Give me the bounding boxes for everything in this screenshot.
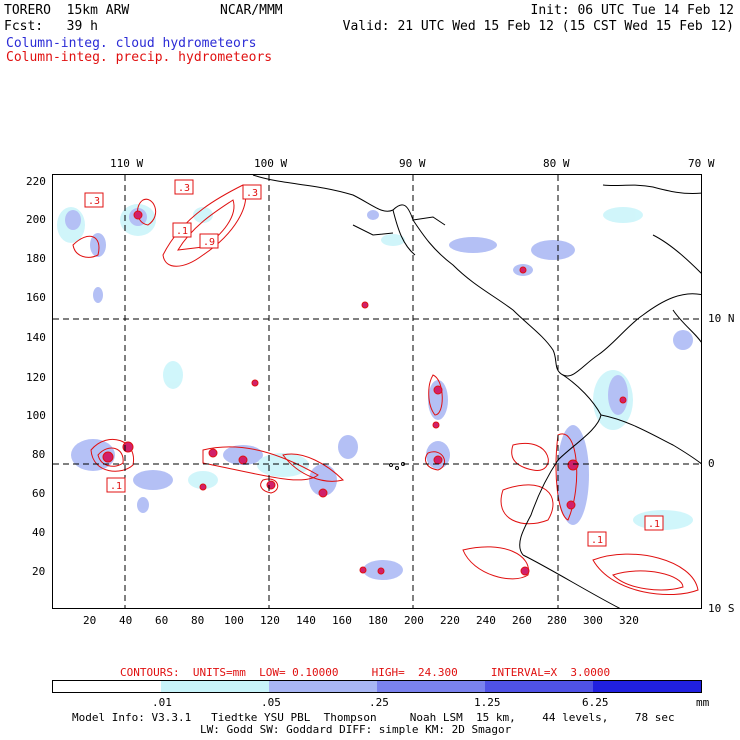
x-tick: 160 bbox=[332, 614, 352, 627]
x-tick: 40 bbox=[119, 614, 133, 627]
colorbar-bin bbox=[161, 681, 269, 692]
lon-label-100w: 100 W bbox=[254, 157, 288, 170]
precip-contours bbox=[72, 184, 699, 595]
y-tick: 180 bbox=[26, 252, 46, 265]
map-canvas: .3 .3 .3 .1 .9 .1 .1 .1 bbox=[53, 175, 701, 608]
x-tick: 280 bbox=[547, 614, 567, 627]
x-tick: 240 bbox=[476, 614, 496, 627]
colorbar-label: .05 bbox=[261, 696, 281, 709]
valid-time: Valid: 21 UTC Wed 15 Feb 12 (15 CST Wed … bbox=[342, 19, 734, 34]
init-time: Init: 06 UTC Tue 14 Feb 12 bbox=[530, 3, 735, 18]
colorbar-label: 1.25 bbox=[474, 696, 501, 709]
contour-label: .1 bbox=[176, 226, 188, 237]
precip-cores bbox=[102, 210, 627, 576]
x-tick: 300 bbox=[583, 614, 603, 627]
y-tick: 160 bbox=[26, 291, 46, 304]
field-precip-label: Column-integ. precip. hydrometeors bbox=[6, 50, 273, 65]
colorbar-label: 6.25 bbox=[582, 696, 609, 709]
y-tick: 120 bbox=[26, 371, 46, 384]
colorbar-bin bbox=[269, 681, 377, 692]
org-label: NCAR/MMM bbox=[220, 3, 283, 18]
colorbar-label: .01 bbox=[152, 696, 172, 709]
y-tick: 220 bbox=[26, 175, 46, 188]
y-tick: 140 bbox=[26, 331, 46, 344]
y-tick: 40 bbox=[32, 526, 46, 539]
y-tick: 60 bbox=[32, 487, 46, 500]
y-tick: 80 bbox=[32, 448, 46, 461]
model-info-line-1: Model Info: V3.3.1 Tiedtke YSU PBL Thomp… bbox=[72, 711, 675, 724]
colorbar-bin bbox=[593, 681, 701, 692]
colorbar-bin bbox=[53, 681, 161, 692]
contour-labels: .3 .3 .3 .1 .9 .1 .1 .1 bbox=[84, 179, 664, 547]
graticule bbox=[53, 175, 701, 608]
colorbar-bin bbox=[485, 681, 593, 692]
y-tick: 100 bbox=[26, 409, 46, 422]
x-tick: 20 bbox=[83, 614, 97, 627]
lon-label-80w: 80 W bbox=[543, 157, 570, 170]
contour-label: .3 bbox=[88, 196, 100, 207]
colorbar-bin bbox=[377, 681, 485, 692]
forecast-hour: Fcst: 39 h bbox=[4, 19, 98, 34]
contour-label: .1 bbox=[591, 535, 603, 546]
x-tick: 200 bbox=[404, 614, 424, 627]
contour-label: .3 bbox=[246, 188, 258, 199]
lat-label-10n: 10 N bbox=[708, 312, 735, 325]
lon-label-70w: 70 W bbox=[688, 157, 715, 170]
x-tick: 60 bbox=[155, 614, 169, 627]
lat-label-eq: 0 bbox=[708, 457, 715, 470]
lon-label-90w: 90 W bbox=[399, 157, 426, 170]
x-tick: 100 bbox=[224, 614, 244, 627]
x-tick: 260 bbox=[512, 614, 532, 627]
contour-label: .1 bbox=[648, 519, 660, 530]
x-tick: 140 bbox=[296, 614, 316, 627]
y-tick: 200 bbox=[26, 213, 46, 226]
model-title: TORERO 15km ARW bbox=[4, 3, 130, 18]
colorbar-label: .25 bbox=[369, 696, 389, 709]
lon-label-110w: 110 W bbox=[110, 157, 144, 170]
x-tick: 220 bbox=[440, 614, 460, 627]
contours-info: CONTOURS: UNITS=mm LOW= 0.10000 HIGH= 24… bbox=[120, 666, 611, 679]
y-tick: 20 bbox=[32, 565, 46, 578]
contour-label: .3 bbox=[178, 183, 190, 194]
x-tick: 180 bbox=[368, 614, 388, 627]
colorbar-unit: mm bbox=[696, 696, 710, 709]
colorbar bbox=[52, 680, 702, 693]
x-tick: 120 bbox=[260, 614, 280, 627]
contour-label: .9 bbox=[203, 237, 215, 248]
lat-label-10s: 10 S bbox=[708, 602, 735, 615]
x-tick: 320 bbox=[619, 614, 639, 627]
field-cloud-label: Column-integ. cloud hydrometeors bbox=[6, 36, 257, 51]
contour-label: .1 bbox=[110, 481, 122, 492]
cloud-shading bbox=[57, 204, 693, 580]
coastlines bbox=[252, 175, 701, 608]
model-info-line-2: LW: Godd SW: Goddard DIFF: simple KM: 2D… bbox=[200, 723, 512, 736]
x-tick: 80 bbox=[191, 614, 205, 627]
map-panel: .3 .3 .3 .1 .9 .1 .1 .1 bbox=[52, 174, 702, 609]
